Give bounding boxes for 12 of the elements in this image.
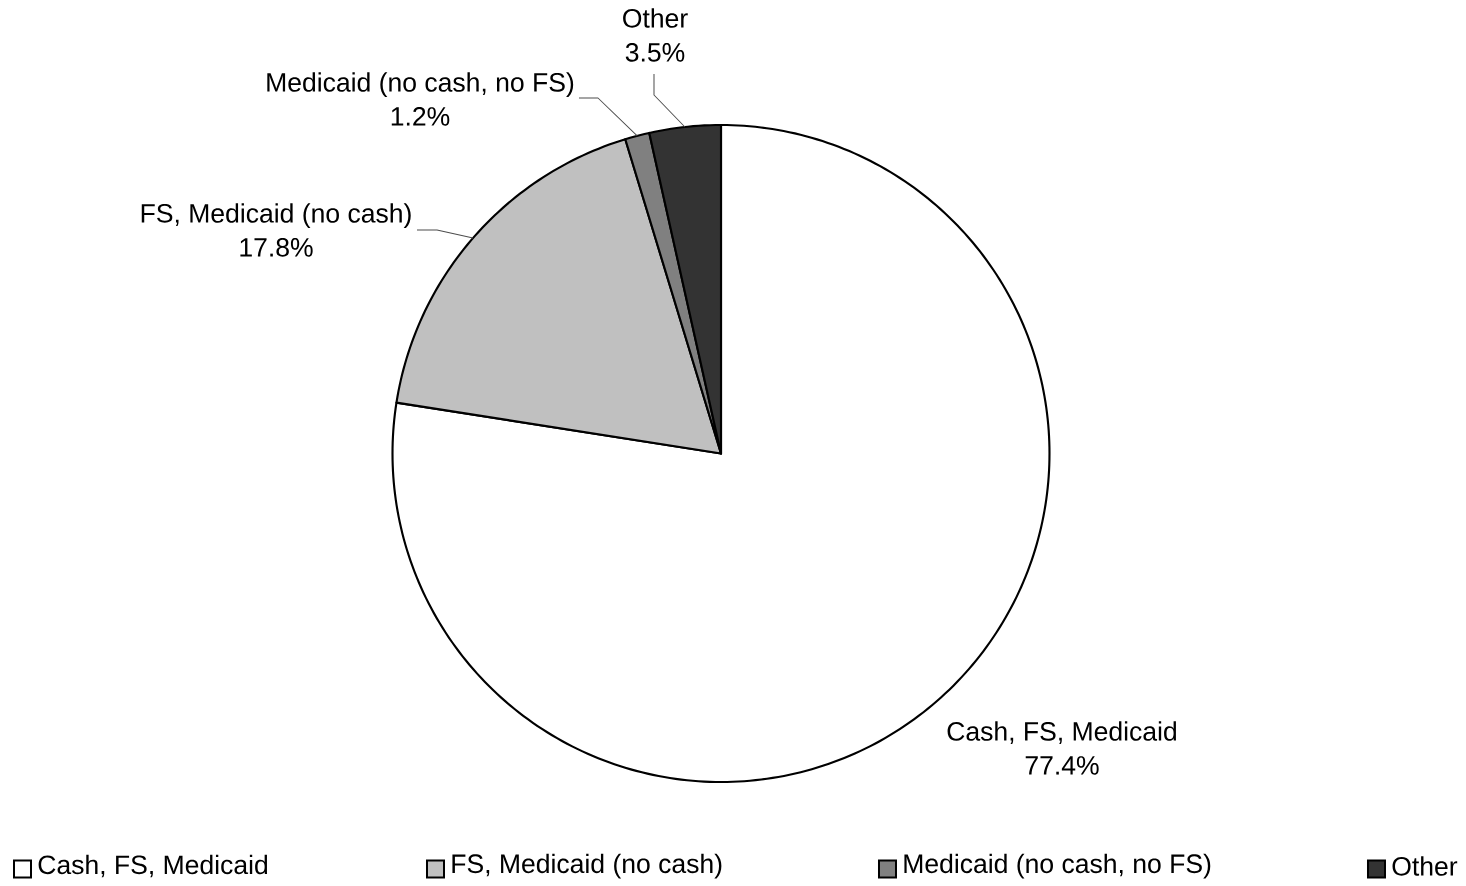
slice-label: Cash, FS, Medicaid: [947, 721, 1176, 744]
legend-label: FS, Medicaid (no cash): [452, 853, 722, 879]
slice-label: FS, Medicaid (no cash): [141, 203, 411, 228]
data-label: 77.4%: [1025, 756, 1099, 775]
data-label: 1.2%: [391, 107, 450, 126]
data-label: 3.5%: [625, 42, 685, 62]
slice-label: Medicaid (no cash, no FS): [267, 72, 574, 98]
legend-label: Medicaid (no cash, no FS): [904, 853, 1211, 879]
data-label: 17.8%: [240, 237, 313, 257]
slice-label: Other: [623, 8, 688, 28]
legend-label: Other: [1392, 856, 1458, 876]
legend-label: Cash, FS, Medicaid: [38, 854, 268, 878]
